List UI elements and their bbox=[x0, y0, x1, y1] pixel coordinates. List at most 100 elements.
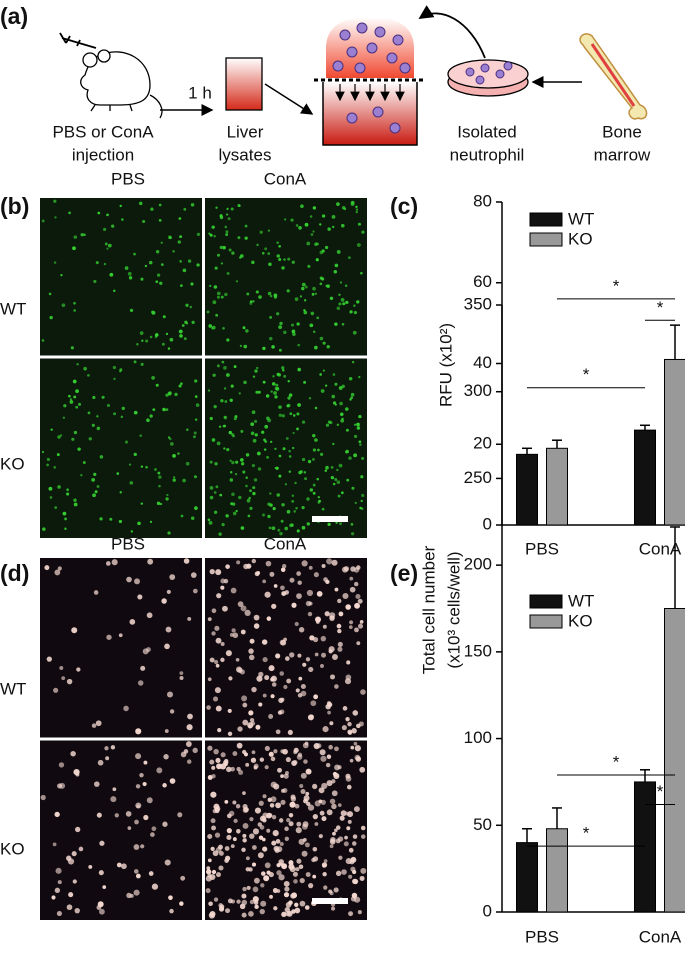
cell bbox=[186, 724, 193, 731]
cell bbox=[268, 871, 274, 878]
cell bbox=[224, 846, 230, 851]
cell bbox=[244, 609, 251, 617]
cell bbox=[309, 635, 315, 641]
cell bbox=[327, 710, 331, 715]
cell bbox=[149, 414, 153, 418]
label: lysates bbox=[219, 145, 272, 164]
cell bbox=[345, 717, 350, 722]
cell bbox=[325, 465, 329, 470]
cell bbox=[266, 616, 272, 621]
cell bbox=[249, 717, 255, 723]
cell bbox=[208, 232, 211, 235]
cell bbox=[322, 624, 327, 629]
cell bbox=[299, 900, 306, 907]
cell bbox=[230, 766, 235, 772]
cell bbox=[314, 345, 318, 350]
cell bbox=[270, 694, 275, 699]
cell bbox=[296, 529, 300, 533]
cell bbox=[116, 862, 122, 868]
cell bbox=[301, 505, 305, 510]
cell bbox=[59, 434, 63, 437]
cell bbox=[179, 260, 182, 263]
cell bbox=[48, 486, 53, 491]
cell bbox=[160, 241, 163, 244]
image-bg bbox=[40, 358, 202, 538]
cell bbox=[59, 782, 66, 789]
label: PBS or ConA bbox=[52, 122, 154, 141]
cell bbox=[334, 684, 339, 689]
cell bbox=[249, 817, 254, 822]
cell bbox=[224, 799, 229, 804]
cell bbox=[291, 760, 297, 766]
cell bbox=[214, 625, 220, 631]
y-tick-label: 350 bbox=[464, 294, 492, 313]
cell bbox=[271, 682, 277, 687]
cell bbox=[358, 415, 362, 419]
cell bbox=[187, 713, 193, 720]
cell bbox=[232, 502, 236, 506]
cell bbox=[304, 741, 309, 746]
cell bbox=[88, 437, 92, 441]
cell bbox=[335, 521, 338, 524]
cell bbox=[149, 335, 153, 339]
cell bbox=[164, 729, 169, 733]
cell bbox=[146, 647, 151, 652]
cell bbox=[271, 814, 277, 820]
cell bbox=[214, 266, 218, 270]
cell bbox=[339, 522, 342, 526]
cell bbox=[290, 523, 294, 527]
cell bbox=[66, 904, 73, 911]
cell bbox=[300, 204, 304, 208]
legend-swatch bbox=[529, 594, 563, 609]
cell bbox=[294, 621, 299, 627]
cell bbox=[67, 858, 75, 865]
cell bbox=[91, 478, 96, 482]
cell bbox=[303, 310, 308, 315]
cell bbox=[292, 871, 298, 877]
cell bbox=[359, 875, 365, 881]
y-tick-label: 80 bbox=[473, 191, 492, 210]
cell bbox=[220, 657, 225, 663]
cell bbox=[261, 430, 265, 434]
cell bbox=[314, 800, 321, 807]
cell bbox=[167, 531, 171, 535]
cell bbox=[322, 726, 329, 733]
cell bbox=[57, 435, 61, 439]
cell bbox=[269, 295, 273, 298]
y-axis-label: (x10³ cells/well) bbox=[444, 551, 463, 668]
cell bbox=[287, 396, 291, 400]
cell bbox=[245, 329, 249, 333]
panel-label: (d) bbox=[0, 560, 29, 586]
cell bbox=[270, 756, 276, 762]
cell bbox=[336, 202, 340, 206]
cell bbox=[151, 826, 157, 832]
cell bbox=[226, 828, 232, 834]
cell bbox=[340, 491, 344, 495]
cell bbox=[190, 516, 195, 520]
cell bbox=[319, 810, 325, 816]
cell bbox=[325, 762, 331, 768]
cell bbox=[225, 230, 229, 234]
cell bbox=[72, 879, 77, 884]
cell bbox=[263, 448, 267, 451]
cell bbox=[106, 634, 112, 640]
cell bbox=[249, 833, 255, 839]
cell bbox=[193, 431, 197, 435]
cell bbox=[263, 875, 270, 882]
cell bbox=[177, 812, 183, 818]
cell bbox=[321, 652, 327, 658]
cell bbox=[210, 791, 217, 798]
cell bbox=[252, 438, 257, 443]
cell bbox=[133, 360, 137, 364]
cell bbox=[130, 530, 133, 533]
cell bbox=[324, 245, 329, 250]
image-bg bbox=[40, 558, 202, 738]
cell bbox=[229, 459, 232, 462]
cell bbox=[337, 836, 344, 842]
significance-label: * bbox=[657, 298, 664, 317]
cell bbox=[230, 844, 235, 849]
cell bbox=[169, 778, 176, 784]
cell bbox=[278, 454, 282, 458]
cell bbox=[184, 320, 188, 324]
cell bbox=[194, 395, 198, 398]
